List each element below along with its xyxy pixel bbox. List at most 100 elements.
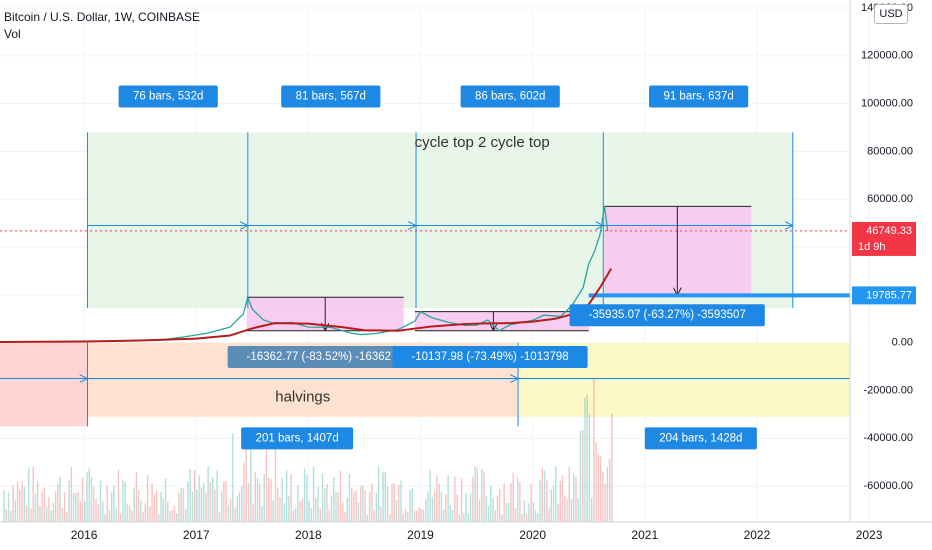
volume-bar bbox=[337, 492, 339, 522]
x-tick-label: 2022 bbox=[744, 528, 771, 542]
volume-bar bbox=[88, 468, 90, 522]
volume-bar bbox=[173, 505, 176, 522]
volume-bar bbox=[339, 470, 342, 522]
volume-bar bbox=[153, 494, 156, 522]
volume-bar bbox=[474, 466, 476, 522]
annotation-box bbox=[392, 346, 588, 369]
volume-bar bbox=[158, 514, 160, 522]
volume-bar bbox=[393, 483, 396, 522]
volume-bar bbox=[438, 483, 440, 522]
volume-bar bbox=[550, 489, 552, 522]
volume-bar bbox=[541, 467, 544, 522]
volume-bar bbox=[326, 484, 328, 522]
volume-bar bbox=[384, 472, 387, 522]
volume-bar bbox=[521, 513, 523, 522]
volume-bar bbox=[328, 510, 330, 522]
volume-bar bbox=[274, 442, 277, 522]
volume-bar bbox=[41, 492, 43, 522]
annotation-label: 91 bars, 637d bbox=[663, 90, 733, 102]
volume-bar bbox=[366, 514, 369, 522]
volume-bar bbox=[579, 430, 582, 522]
volume-bar bbox=[348, 473, 351, 522]
volume-bar bbox=[575, 476, 577, 522]
volume-bar bbox=[301, 498, 304, 522]
volume-bar bbox=[99, 480, 102, 522]
volume-bar bbox=[14, 500, 16, 522]
volume-bar bbox=[427, 491, 429, 522]
volume-bar bbox=[119, 513, 122, 522]
annotation-label: 76 bars, 532d bbox=[133, 90, 203, 102]
annotation-box bbox=[241, 427, 354, 450]
volume-bar bbox=[404, 508, 407, 522]
x-tick-label: 2018 bbox=[295, 528, 322, 542]
volume-bar bbox=[227, 504, 230, 522]
volume-bar bbox=[306, 475, 308, 522]
volume-bar bbox=[371, 483, 373, 522]
volume-bar bbox=[162, 497, 164, 522]
volume-bar bbox=[375, 493, 378, 522]
symbol-title: Bitcoin / U.S. Dollar, 1W, COINBASE bbox=[4, 10, 201, 24]
volume-bar bbox=[308, 500, 310, 522]
volume-bar bbox=[106, 485, 108, 522]
volume-bar bbox=[382, 472, 384, 522]
volume-bar bbox=[288, 495, 290, 522]
volume-bar bbox=[243, 462, 245, 522]
volume-bar bbox=[411, 488, 413, 522]
x-tick-label: 2023 bbox=[856, 528, 883, 542]
volume-bar bbox=[519, 481, 521, 522]
volume-bar bbox=[37, 481, 39, 522]
volume-bar bbox=[223, 481, 225, 522]
y-tick-label: 60000.00 bbox=[867, 193, 913, 205]
volume-bar bbox=[182, 488, 185, 522]
volume-bar bbox=[416, 510, 418, 522]
volume-bar bbox=[398, 484, 400, 522]
volume-bar bbox=[225, 480, 227, 522]
volume-bar bbox=[111, 491, 113, 522]
last-price-value: 46749.33 bbox=[866, 225, 912, 237]
volume-bar bbox=[566, 499, 568, 522]
volume-bar bbox=[512, 472, 514, 522]
volume-bar bbox=[561, 474, 564, 522]
volume-bar bbox=[333, 476, 335, 522]
volume-bar bbox=[250, 438, 252, 522]
volume-bar bbox=[581, 430, 584, 522]
volume-bar bbox=[59, 476, 61, 522]
y-tick-label: 0.00 bbox=[892, 337, 913, 349]
volume-bar bbox=[102, 501, 104, 522]
volume-bar bbox=[593, 378, 595, 522]
annotation-label: 81 bars, 567d bbox=[296, 90, 366, 102]
volume-bar bbox=[263, 473, 265, 522]
volume-bar bbox=[39, 506, 41, 522]
volume-bar bbox=[12, 485, 14, 522]
x-tick-label: 2017 bbox=[183, 528, 210, 542]
volume-indicator-label: Vol bbox=[4, 27, 21, 41]
volume-bar bbox=[501, 514, 503, 522]
volume-bar bbox=[586, 394, 588, 522]
volume-bar bbox=[5, 509, 8, 522]
volume-bar bbox=[294, 508, 297, 522]
annotation-box bbox=[227, 346, 423, 369]
volume-bar bbox=[268, 477, 270, 522]
currency-button[interactable]: USD bbox=[874, 4, 908, 24]
annotation-box bbox=[569, 304, 765, 327]
volume-bar bbox=[164, 478, 167, 522]
volume-bar bbox=[169, 510, 171, 522]
volume-bar bbox=[126, 503, 129, 522]
volume-bar bbox=[539, 479, 541, 522]
volume-bar bbox=[442, 509, 445, 522]
volume-bar bbox=[420, 509, 422, 522]
price-line bbox=[0, 206, 609, 343]
volume-bar bbox=[45, 507, 48, 522]
volume-bar bbox=[359, 486, 362, 522]
y-tick-label: 100000.00 bbox=[861, 98, 913, 110]
volume-bar bbox=[342, 502, 344, 522]
volume-bar bbox=[364, 490, 366, 522]
volume-bar bbox=[149, 506, 151, 522]
volume-bar bbox=[256, 478, 259, 522]
volume-bar bbox=[460, 478, 463, 522]
volume-bar bbox=[245, 443, 247, 522]
volume-bar bbox=[3, 490, 5, 522]
volume-bar bbox=[265, 438, 268, 522]
annotation-label: -35935.07 (-63.27%) -3593507 bbox=[589, 309, 746, 321]
